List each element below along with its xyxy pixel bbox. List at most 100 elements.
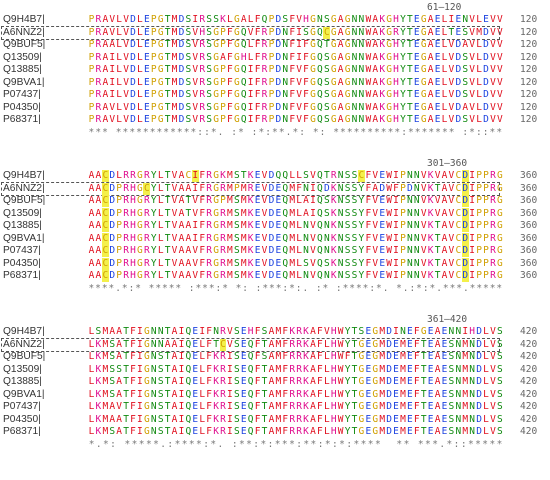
residue: G [330,26,337,38]
residue: A [268,363,275,375]
residue: L [116,51,123,63]
consensus-symbol: . [115,282,121,294]
residue: F [413,413,420,425]
residue: N [358,64,365,75]
residue: A [310,426,316,437]
residue: K [247,270,254,281]
residue: D [386,338,392,350]
residue: D [379,182,386,194]
sequence-id: Q9H4B7| [3,14,45,25]
consensus-symbol: : [231,438,238,450]
residue: N [407,170,413,181]
residue: K [379,101,386,113]
consensus-symbol: * [210,126,217,138]
residue: L [441,26,448,38]
residue: G [137,232,143,244]
residue: F [199,207,206,219]
residue: D [130,114,136,125]
residue: V [171,245,178,256]
consensus-symbol: * [246,438,252,450]
residue: K [330,232,337,244]
residue: V [123,51,129,63]
residue: F [282,413,289,425]
residue: V [490,413,496,425]
residue: D [386,413,392,425]
residue: Q [247,413,254,425]
residue: G [344,26,351,38]
residue: N [455,376,462,387]
sequence-row: Q9H4B7| L S M A A T F I G N N T A I Q E I F N R V S E H F S A M F K R K A… [0,326,550,338]
residue: R [206,232,212,244]
residue: M [171,64,178,75]
consensus-symbol: * [142,126,149,138]
consensus-symbol: * [188,438,195,450]
residue: T [123,376,129,387]
consensus-symbol: * [417,438,424,450]
residue: T [434,257,441,269]
consensus-symbol: : [319,126,326,138]
position-number: 420 [520,401,538,412]
residue: R [143,170,150,181]
residue: K [247,195,254,206]
residue: F [199,220,206,231]
residue: E [441,413,448,425]
residue: G [143,413,150,425]
consensus-symbol [410,439,417,451]
residue: M [400,376,406,387]
residue: F [289,64,296,75]
residue: F [289,51,296,63]
position-number: 420 [520,388,538,400]
residue: V [192,257,199,269]
residue: A [171,401,178,412]
residue: M [275,338,282,350]
residue: G [386,89,392,100]
residue: N [337,170,344,181]
residue: T [434,232,441,244]
residue: N [448,326,455,337]
residue: L [483,326,489,337]
residue: E [365,401,372,412]
residue: A [102,64,109,75]
residue: V [469,14,476,25]
residue: G [310,14,316,25]
residue: E [254,245,261,256]
residue: E [407,401,413,412]
residue: M [289,232,296,244]
residue: K [379,114,386,125]
residue: E [192,363,199,375]
residue: N [469,401,476,412]
residue: F [365,170,372,181]
residue: E [240,388,247,400]
residue: F [365,195,372,206]
residue: N [351,51,358,63]
residue: G [213,195,219,206]
residue: V [261,270,268,281]
consensus-symbol: * [496,282,503,294]
residue: V [171,207,178,219]
position-number: 360 [520,270,538,281]
sequence-row: Q9H4B7| A A C D L R R G R Y L T V A C I F R G K M S T K E V D Q Q L L S V… [0,170,550,182]
residue: T [420,388,427,400]
residue: G [213,51,219,63]
residue: A [310,326,316,337]
residue: D [386,388,392,400]
residue: Y [150,182,157,194]
residue: V [448,64,455,75]
residue: K [427,195,434,206]
residue: V [227,326,233,337]
position-number: 120 [520,64,538,75]
consensus-symbol: * [175,282,182,294]
residue: V [420,220,427,231]
residue: A [434,363,441,375]
residue: E [393,338,399,350]
residue: P [220,89,226,100]
residue: T [164,89,171,100]
consensus-symbol: * [421,126,428,138]
residue: R [289,363,296,375]
residue: G [372,413,379,425]
residue: P [476,220,482,231]
residue: T [240,170,247,181]
residue: G [330,114,337,125]
residue: Y [400,39,406,50]
